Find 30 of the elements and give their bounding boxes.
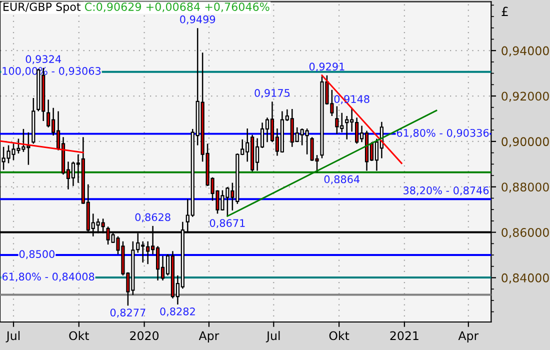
y-tick-label: 0,88000: [502, 182, 549, 193]
x-tick-label: 2021: [390, 331, 418, 340]
x-tick-label: 2020: [130, 331, 159, 340]
annotation: 0,9175: [254, 89, 290, 98]
y-tick-label: 0,84000: [502, 273, 549, 284]
annotation: 0,9324: [26, 55, 61, 64]
annotation: 0,8282: [160, 307, 195, 316]
x-tick-label: Okt: [69, 331, 89, 340]
y-tick-label: 0,90000: [502, 137, 549, 148]
x-tick-label: Okt: [329, 331, 350, 340]
x-tick-label: Jul: [266, 331, 280, 342]
y-tick-label: 0,94000: [502, 46, 549, 56]
annotation: 0,8500: [19, 250, 54, 260]
annotation: 0,8277: [110, 308, 146, 318]
x-tick-label: Jul: [6, 331, 20, 342]
annotation: 61,80% - 0,84008: [2, 272, 94, 282]
annotation: 0,8628: [135, 213, 170, 222]
x-tick-label: Apr: [458, 331, 479, 342]
annotation: 61,80% - 0,90336: [396, 128, 489, 138]
annotation: 0,8671: [210, 219, 245, 228]
y-axis-title: £: [502, 6, 508, 16]
annotation: 38,20% - 0,8746: [404, 186, 489, 196]
y-tick-label: 0,92000: [502, 92, 549, 102]
chart-title: EUR/GBP Spot: [4, 2, 81, 14]
chart-subtitle: C:0,90629 +0,00684 +0,76046%: [84, 2, 270, 12]
annotation: 0,9499: [180, 15, 216, 24]
annotation: 0,8864: [324, 175, 360, 184]
annotation: 0,9291: [309, 62, 344, 72]
y-tick-label: 0,86000: [502, 228, 549, 238]
x-tick-label: Apr: [198, 331, 220, 342]
